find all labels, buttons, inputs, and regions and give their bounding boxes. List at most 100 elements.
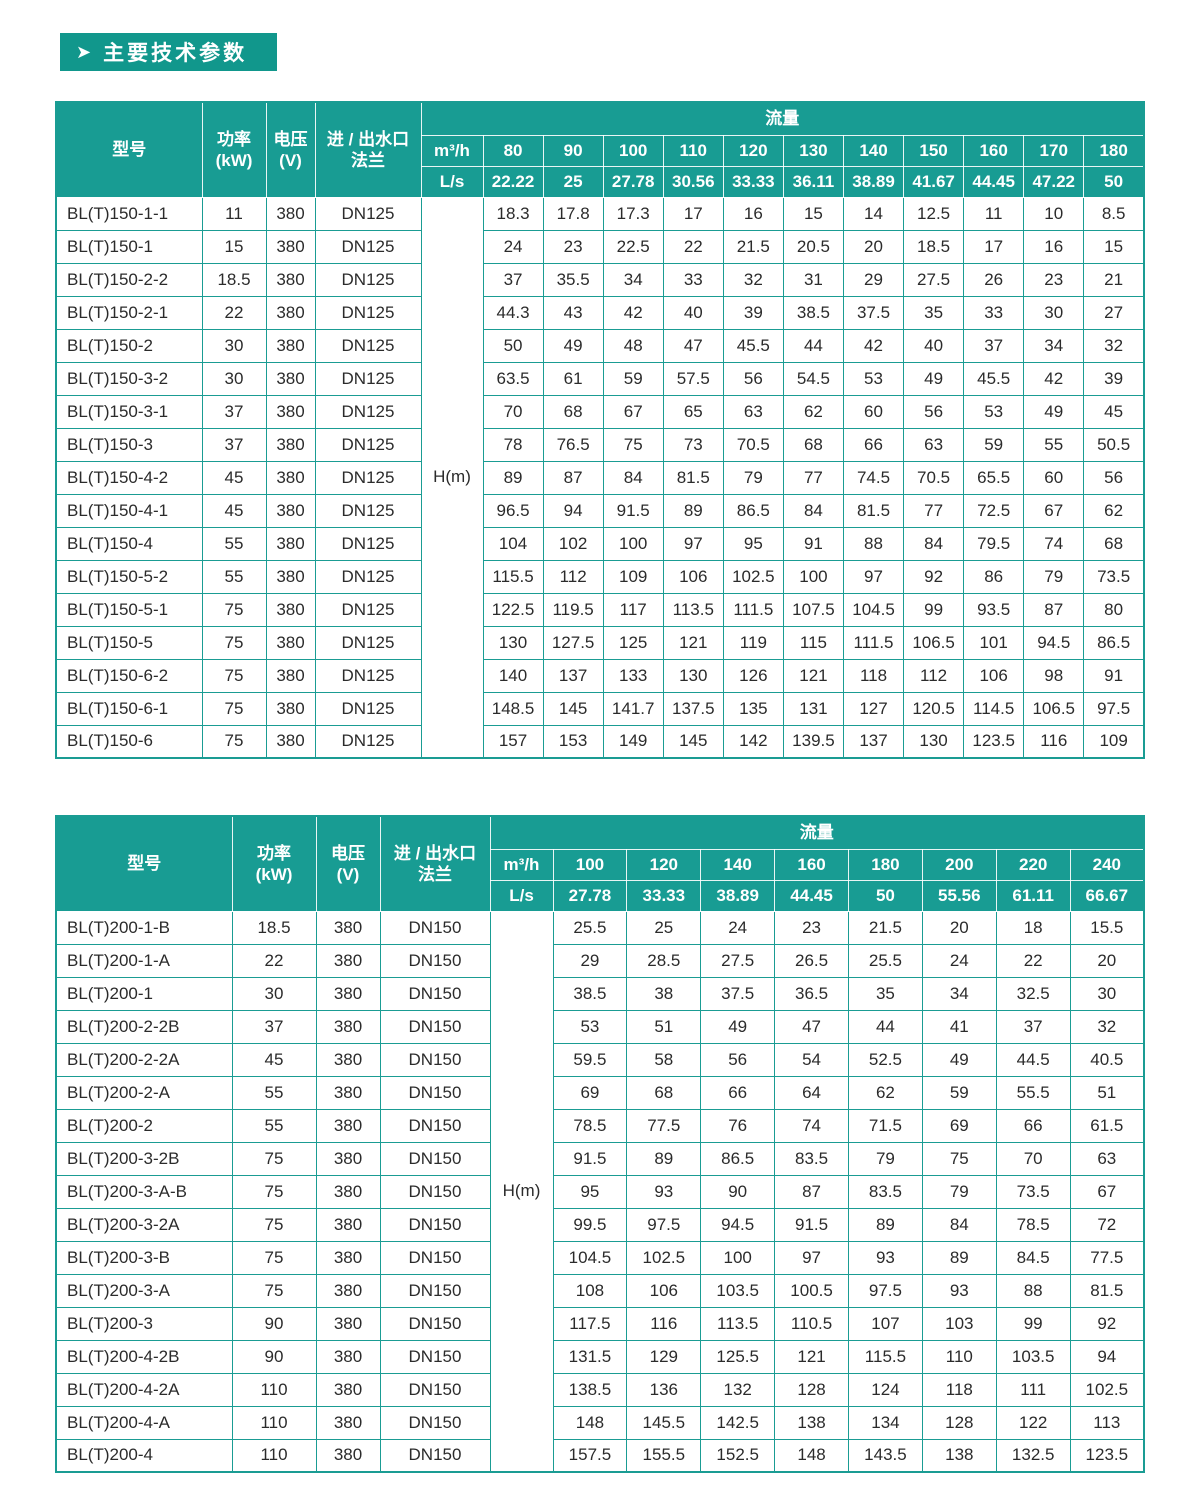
head-value-cell: 145 bbox=[542, 691, 604, 726]
head-value-cell: 47 bbox=[662, 328, 724, 363]
head-value-cell: 68 bbox=[782, 427, 844, 462]
head-value-cell: 125 bbox=[602, 625, 664, 660]
flange-cell: DN125 bbox=[314, 229, 422, 264]
table-row: BL(T)200-4-2A 110 380 DN150 138.5 136 132 128 12… bbox=[55, 1372, 1145, 1407]
table-row: BL(T)200-3-B 75 380 DN150 104.5 102.5 100 97 93 8… bbox=[55, 1240, 1145, 1275]
head-value-cell: 35 bbox=[903, 295, 965, 330]
flow-m3h-value: 170 bbox=[1023, 134, 1085, 167]
head-value-cell: 120.5 bbox=[903, 691, 965, 726]
head-value-cell: 65.5 bbox=[963, 460, 1025, 495]
voltage-cell: 380 bbox=[265, 229, 316, 264]
head-value-cell: 49 bbox=[542, 328, 604, 363]
head-value-cell: 88 bbox=[842, 526, 905, 561]
power-cell: 45 bbox=[201, 460, 267, 495]
head-value-cell: 100 bbox=[602, 526, 664, 561]
head-value-cell: 92 bbox=[1069, 1306, 1145, 1341]
flow-m3h-value: 100 bbox=[552, 848, 628, 881]
head-value-cell: 121 bbox=[774, 1339, 849, 1374]
voltage-cell: 380 bbox=[315, 943, 381, 978]
head-value-cell: 130 bbox=[903, 724, 965, 759]
head-value-cell: 72.5 bbox=[963, 493, 1025, 528]
head-value-cell: 35.5 bbox=[542, 262, 604, 297]
voltage-cell: 380 bbox=[315, 1438, 381, 1473]
power-cell: 22 bbox=[231, 943, 317, 978]
power-cell: 55 bbox=[201, 559, 267, 594]
voltage-cell: 380 bbox=[265, 361, 316, 396]
flange-cell: DN125 bbox=[314, 592, 422, 627]
voltage-cell: 380 bbox=[315, 1042, 381, 1077]
voltage-cell: 380 bbox=[315, 1306, 381, 1341]
flange-cell: DN125 bbox=[314, 460, 422, 495]
head-value-cell: 83.5 bbox=[774, 1141, 849, 1176]
table-row: BL(T)150-4-2 45 380 DN125 89 87 84 81.5 79 77 74.5… bbox=[55, 460, 1145, 495]
head-value-cell: 65 bbox=[662, 394, 724, 429]
head-value-cell: 97.5 bbox=[1083, 691, 1145, 726]
head-value-cell: 55.5 bbox=[995, 1075, 1071, 1110]
head-value-cell: 22.5 bbox=[602, 229, 664, 264]
head-value-cell: 45.5 bbox=[722, 328, 784, 363]
head-value-cell: 97.5 bbox=[848, 1273, 923, 1308]
head-value-cell: 22 bbox=[995, 943, 1071, 978]
flange-cell: DN150 bbox=[379, 1042, 491, 1077]
power-cell: 55 bbox=[231, 1108, 317, 1143]
head-value-cell: 81.5 bbox=[662, 460, 724, 495]
head-value-cell: 60 bbox=[842, 394, 905, 429]
arrow-right-icon: ➤ bbox=[76, 42, 92, 62]
head-value-cell: 106 bbox=[626, 1273, 702, 1308]
flow-ls-value: 61.11 bbox=[995, 879, 1071, 912]
head-value-cell: 25.5 bbox=[552, 910, 628, 945]
voltage-cell: 380 bbox=[315, 910, 381, 945]
table-row: BL(T)150-3-2 30 380 DN125 63.5 61 59 57.5 56 54.5… bbox=[55, 361, 1145, 396]
model-cell: BL(T)150-1-1 bbox=[55, 196, 203, 231]
voltage-cell: 380 bbox=[265, 592, 316, 627]
head-value-cell: 24 bbox=[700, 910, 776, 945]
voltage-cell: 380 bbox=[315, 1339, 381, 1374]
model-cell: BL(T)150-4 bbox=[55, 526, 203, 561]
model-cell: BL(T)200-4-2A bbox=[55, 1372, 233, 1407]
head-value-cell: 44.5 bbox=[995, 1042, 1071, 1077]
model-cell: BL(T)200-1-B bbox=[55, 910, 233, 945]
power-cell: 75 bbox=[201, 592, 267, 627]
flow-m3h-value: 130 bbox=[782, 134, 844, 167]
head-value-cell: 77 bbox=[903, 493, 965, 528]
head-value-cell: 24 bbox=[482, 229, 544, 264]
col-header-voltage: 电压 (V) bbox=[265, 101, 316, 198]
head-value-cell: 127 bbox=[842, 691, 905, 726]
head-value-cell: 27 bbox=[1083, 295, 1145, 330]
flow-ls-value: 36.11 bbox=[782, 165, 844, 198]
head-value-cell: 74 bbox=[774, 1108, 849, 1143]
head-value-cell: 90 bbox=[700, 1174, 776, 1209]
head-value-cell: 29 bbox=[842, 262, 905, 297]
model-cell: BL(T)150-5 bbox=[55, 625, 203, 660]
voltage-cell: 380 bbox=[265, 724, 316, 759]
voltage-cell: 380 bbox=[265, 295, 316, 330]
head-value-cell: 102.5 bbox=[626, 1240, 702, 1275]
head-value-cell: 91 bbox=[782, 526, 844, 561]
head-value-cell: 12.5 bbox=[903, 196, 965, 231]
head-value-cell: 70.5 bbox=[722, 427, 784, 462]
head-value-cell: 63.5 bbox=[482, 361, 544, 396]
head-value-cell: 40 bbox=[662, 295, 724, 330]
model-cell: BL(T)150-6 bbox=[55, 724, 203, 759]
head-value-cell: 84 bbox=[602, 460, 664, 495]
head-value-cell: 94.5 bbox=[1023, 625, 1085, 660]
head-value-cell: 23 bbox=[1023, 262, 1085, 297]
head-value-cell: 115 bbox=[782, 625, 844, 660]
head-value-cell: 138 bbox=[774, 1405, 849, 1440]
head-value-cell: 66 bbox=[842, 427, 905, 462]
head-value-cell: 37.5 bbox=[842, 295, 905, 330]
head-value-cell: 93.5 bbox=[963, 592, 1025, 627]
table-row: BL(T)200-4 110 380 DN150 157.5 155.5 152.5 148 1… bbox=[55, 1438, 1145, 1473]
head-value-cell: 89 bbox=[482, 460, 544, 495]
flange-cell: DN125 bbox=[314, 526, 422, 561]
head-value-cell: 116 bbox=[1023, 724, 1085, 759]
head-value-cell: 87 bbox=[1023, 592, 1085, 627]
head-value-cell: 131 bbox=[782, 691, 844, 726]
head-value-cell: 94 bbox=[1069, 1339, 1145, 1374]
head-value-cell: 25.5 bbox=[848, 943, 923, 978]
head-value-cell: 50 bbox=[482, 328, 544, 363]
head-value-cell: 81.5 bbox=[1069, 1273, 1145, 1308]
head-value-cell: 107 bbox=[848, 1306, 923, 1341]
head-value-cell: 121 bbox=[782, 658, 844, 693]
model-cell: BL(T)150-5-2 bbox=[55, 559, 203, 594]
